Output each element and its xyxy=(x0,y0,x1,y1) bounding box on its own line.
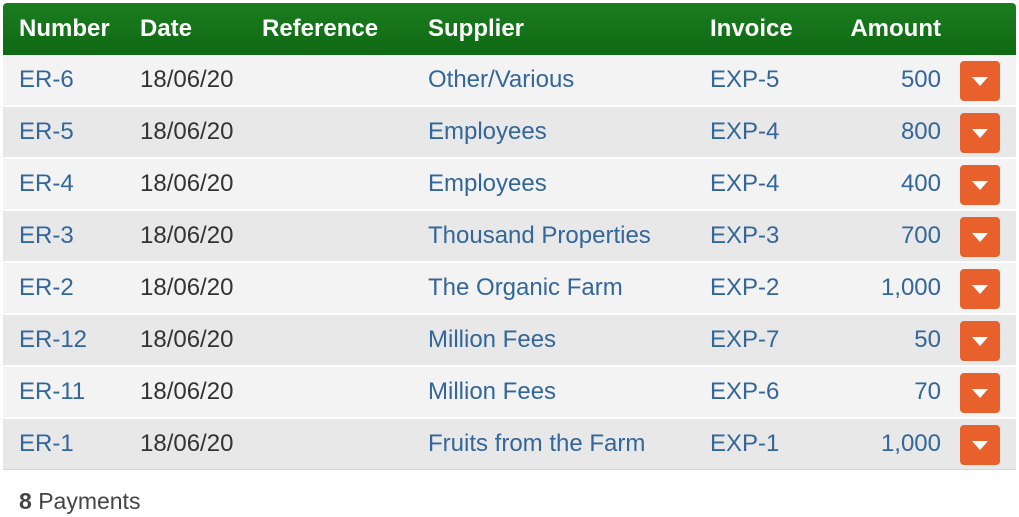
table-row: ER-5 18/06/20 Employees EXP-4 800 xyxy=(3,107,1016,159)
supplier-link[interactable]: Million Fees xyxy=(428,378,557,405)
chevron-down-icon xyxy=(972,233,988,242)
payment-amount[interactable]: 800 xyxy=(900,118,941,145)
row-actions-button[interactable] xyxy=(960,113,1000,153)
payment-date: 18/06/20 xyxy=(140,66,234,93)
payment-number-link[interactable]: ER-2 xyxy=(19,274,74,301)
table-row: ER-4 18/06/20 Employees EXP-4 400 xyxy=(3,159,1016,211)
payment-number-link[interactable]: ER-6 xyxy=(19,66,74,93)
invoice-link[interactable]: EXP-7 xyxy=(710,326,780,353)
supplier-link[interactable]: Million Fees xyxy=(428,326,557,353)
payment-amount[interactable]: 1,000 xyxy=(880,274,941,301)
supplier-link[interactable]: The Organic Farm xyxy=(428,274,623,301)
payments-count: 8 Payments xyxy=(19,488,140,515)
payment-amount[interactable]: 400 xyxy=(900,170,941,197)
supplier-link[interactable]: Thousand Properties xyxy=(428,222,651,249)
chevron-down-icon xyxy=(972,389,988,398)
supplier-link[interactable]: Fruits from the Farm xyxy=(428,430,646,457)
table-row: ER-3 18/06/20 Thousand Properties EXP-3 … xyxy=(3,211,1016,263)
column-header-supplier[interactable]: Supplier xyxy=(428,15,525,42)
payment-amount[interactable]: 500 xyxy=(900,66,941,93)
row-actions-button[interactable] xyxy=(960,269,1000,309)
column-header-date[interactable]: Date xyxy=(140,15,193,42)
supplier-link[interactable]: Other/Various xyxy=(428,66,575,93)
payments-table: Number Date Reference Supplier Invoice A… xyxy=(3,3,1016,470)
invoice-link[interactable]: EXP-5 xyxy=(710,66,780,93)
table-row: ER-12 18/06/20 Million Fees EXP-7 50 xyxy=(3,315,1016,367)
supplier-link[interactable]: Employees xyxy=(428,118,547,145)
invoice-link[interactable]: EXP-4 xyxy=(710,170,780,197)
chevron-down-icon xyxy=(972,441,988,450)
payment-amount[interactable]: 50 xyxy=(914,326,941,353)
invoice-link[interactable]: EXP-2 xyxy=(710,274,780,301)
column-header-reference[interactable]: Reference xyxy=(262,15,379,42)
payment-number-link[interactable]: ER-12 xyxy=(19,326,88,353)
payment-number-link[interactable]: ER-5 xyxy=(19,118,74,145)
column-header-invoice[interactable]: Invoice xyxy=(710,15,793,42)
row-actions-button[interactable] xyxy=(960,217,1000,257)
chevron-down-icon xyxy=(972,129,988,138)
chevron-down-icon xyxy=(972,337,988,346)
payment-amount[interactable]: 1,000 xyxy=(880,430,941,457)
payment-number-link[interactable]: ER-4 xyxy=(19,170,74,197)
supplier-link[interactable]: Employees xyxy=(428,170,547,197)
payment-date: 18/06/20 xyxy=(140,430,234,457)
invoice-link[interactable]: EXP-4 xyxy=(710,118,780,145)
payment-number-link[interactable]: ER-11 xyxy=(19,378,86,405)
row-actions-button[interactable] xyxy=(960,165,1000,205)
payment-date: 18/06/20 xyxy=(140,118,234,145)
payments-count-label: Payments xyxy=(38,488,141,514)
payment-date: 18/06/20 xyxy=(140,274,234,301)
payments-count-number: 8 xyxy=(19,488,32,514)
payment-date: 18/06/20 xyxy=(140,326,234,353)
row-actions-button[interactable] xyxy=(960,425,1000,465)
invoice-link[interactable]: EXP-1 xyxy=(710,430,780,457)
chevron-down-icon xyxy=(972,77,988,86)
invoice-link[interactable]: EXP-3 xyxy=(710,222,780,249)
row-actions-button[interactable] xyxy=(960,61,1000,101)
row-actions-button[interactable] xyxy=(960,373,1000,413)
payment-date: 18/06/20 xyxy=(140,170,234,197)
invoice-link[interactable]: EXP-6 xyxy=(710,378,780,405)
column-header-number[interactable]: Number xyxy=(19,15,110,42)
row-actions-button[interactable] xyxy=(960,321,1000,361)
table-row: ER-2 18/06/20 The Organic Farm EXP-2 1,0… xyxy=(3,263,1016,315)
payment-number-link[interactable]: ER-1 xyxy=(19,430,74,457)
column-header-amount[interactable]: Amount xyxy=(850,15,941,42)
payment-date: 18/06/20 xyxy=(140,378,234,405)
chevron-down-icon xyxy=(972,181,988,190)
table-row: ER-6 18/06/20 Other/Various EXP-5 500 xyxy=(3,55,1016,107)
payment-date: 18/06/20 xyxy=(140,222,234,249)
table-header: Number Date Reference Supplier Invoice A… xyxy=(3,3,1016,55)
chevron-down-icon xyxy=(972,285,988,294)
table-row: ER-1 18/06/20 Fruits from the Farm EXP-1… xyxy=(3,419,1016,470)
payment-number-link[interactable]: ER-3 xyxy=(19,222,74,249)
table-row: ER-11 18/06/20 Million Fees EXP-6 70 xyxy=(3,367,1016,419)
payment-amount[interactable]: 700 xyxy=(900,222,941,249)
payment-amount[interactable]: 70 xyxy=(914,378,941,405)
